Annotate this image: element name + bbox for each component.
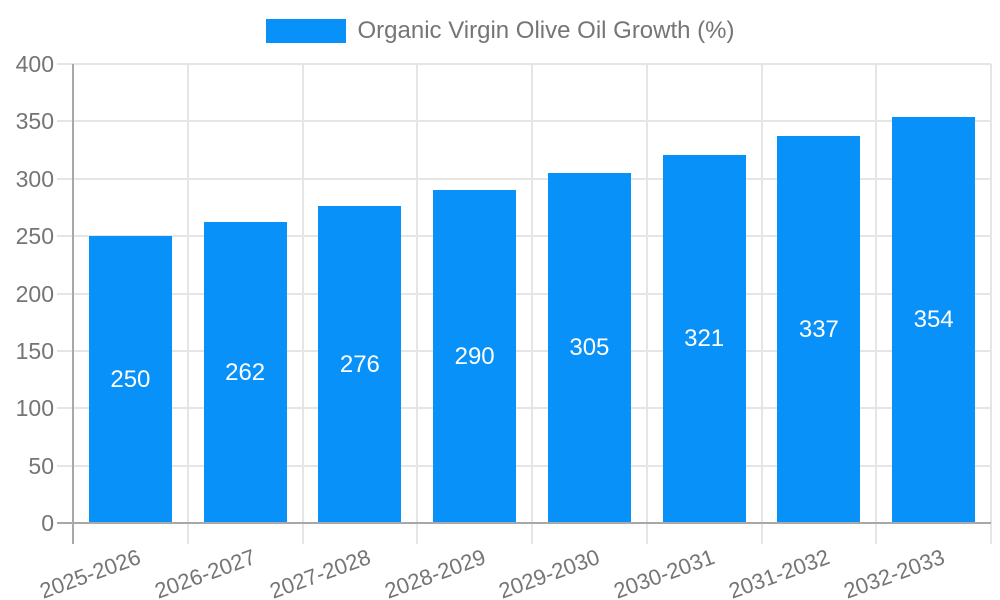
bar-2026-2027[interactable]: 262 (203, 222, 287, 523)
bar-2028-2029[interactable]: 290 (433, 190, 517, 523)
plot-area: 250 262 276 290 305 321 337 354 (57, 63, 992, 544)
bar-2030-2031[interactable]: 321 (662, 154, 746, 523)
gridline-vertical (875, 64, 878, 544)
gridline-horizontal (57, 349, 991, 352)
x-axis-line (57, 522, 991, 524)
bar-2031-2032[interactable]: 337 (777, 136, 861, 523)
y-axis-tick-label: 0 (41, 510, 54, 536)
y-axis-line (72, 64, 74, 544)
gridline-vertical (301, 64, 304, 544)
bar-2029-2030[interactable]: 305 (547, 173, 631, 523)
gridline-vertical (760, 64, 763, 544)
y-axis-tick-label: 100 (15, 395, 54, 422)
x-axis-tick-anchor: 2032-2033 (840, 544, 1000, 600)
gridline-horizontal (57, 464, 991, 467)
bar-value-label: 276 (339, 350, 380, 378)
gridline-horizontal (57, 407, 991, 410)
bar-value-label: 262 (225, 358, 266, 386)
gridline-vertical (990, 64, 992, 544)
bar-value-label: 337 (798, 315, 839, 343)
y-axis-tick-label: 150 (15, 337, 54, 364)
gridline-vertical (531, 64, 533, 544)
bar-value-label: 305 (569, 333, 610, 361)
gridline-horizontal (57, 120, 991, 123)
legend-item[interactable]: Organic Virgin Olive Oil Growth (%) (0, 17, 1000, 45)
bar-value-label: 250 (110, 365, 151, 393)
bar-2027-2028[interactable]: 276 (318, 206, 402, 523)
bar-2025-2026[interactable]: 250 (88, 236, 172, 523)
gridline-horizontal (57, 235, 991, 238)
y-axis-tick-label: 250 (15, 223, 54, 250)
y-axis-tick-label: 400 (15, 51, 54, 77)
gridline-horizontal (57, 63, 991, 65)
y-axis-tick-label: 50 (28, 452, 54, 479)
gridline-horizontal (57, 292, 991, 295)
bar-value-label: 354 (913, 305, 954, 333)
x-axis-tick-label: 2025-2026 (36, 544, 145, 600)
y-axis-tick-label: 350 (15, 108, 54, 135)
y-axis-tick-label: 200 (15, 280, 54, 307)
gridline-vertical (186, 64, 189, 544)
gridline-vertical (416, 64, 419, 544)
bar-value-label: 290 (454, 342, 495, 370)
gridline-vertical (645, 64, 648, 544)
bar-value-label: 321 (684, 324, 725, 352)
legend-swatch (265, 19, 346, 43)
legend-label: Organic Virgin Olive Oil Growth (%) (357, 17, 735, 44)
bar-2032-2033[interactable]: 354 (892, 116, 976, 523)
gridline-horizontal (57, 177, 991, 180)
y-axis-tick-label: 300 (15, 165, 54, 192)
